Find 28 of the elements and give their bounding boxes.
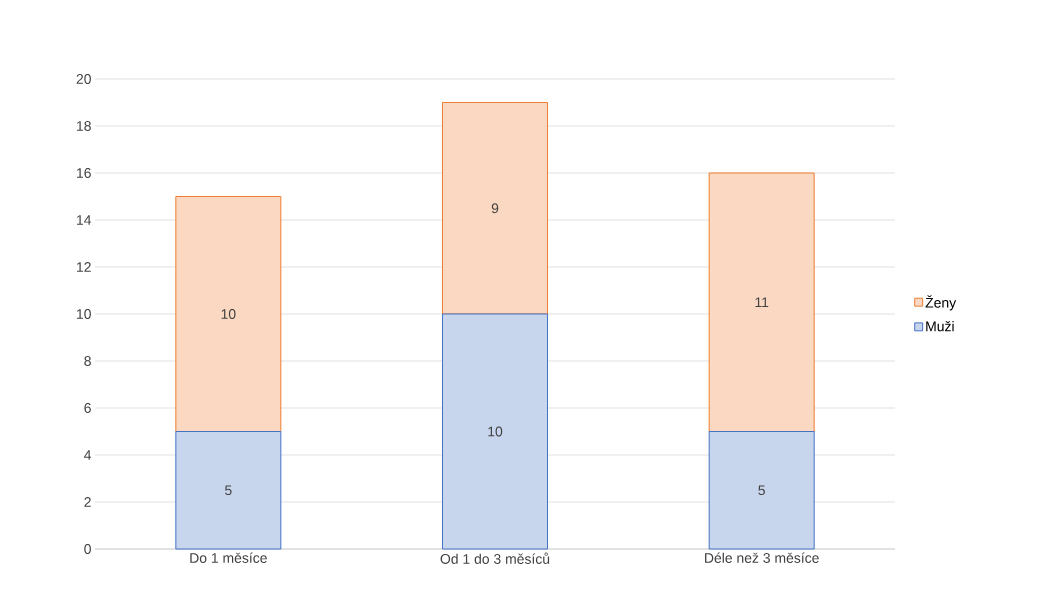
y-tick-label: 4 (84, 450, 92, 460)
y-tick-label: 20 (76, 74, 91, 84)
y-tick-label: 2 (84, 497, 91, 507)
legend-label: Ženy (925, 295, 957, 311)
y-tick-label: 0 (84, 544, 91, 554)
data-label: 5 (758, 485, 765, 496)
y-tick-label: 12 (77, 262, 91, 272)
bar (442, 102, 549, 315)
data-label: 10 (488, 426, 503, 437)
y-tick-label: 6 (84, 403, 91, 413)
y-tick-label: 8 (84, 356, 91, 366)
bar (708, 431, 815, 550)
x-tick-label: Déle než 3 měsíce (705, 552, 819, 563)
data-label: 5 (225, 485, 232, 496)
data-label: 11 (755, 297, 769, 308)
bar (442, 313, 549, 550)
data-label: 10 (221, 309, 236, 319)
y-tick-label: 10 (77, 309, 91, 319)
y-tick-label: 16 (77, 168, 91, 178)
x-tick-label: Do 1 měsíce (190, 552, 267, 563)
data-label: 9 (491, 203, 499, 214)
legend-label: Muži (926, 321, 954, 332)
x-tick-label: Od 1 do 3 měsíců (440, 552, 550, 564)
y-tick-label: 14 (77, 215, 92, 225)
bar (175, 431, 282, 550)
y-tick-label: 18 (77, 121, 91, 131)
bar (708, 172, 815, 432)
bar (175, 196, 282, 432)
